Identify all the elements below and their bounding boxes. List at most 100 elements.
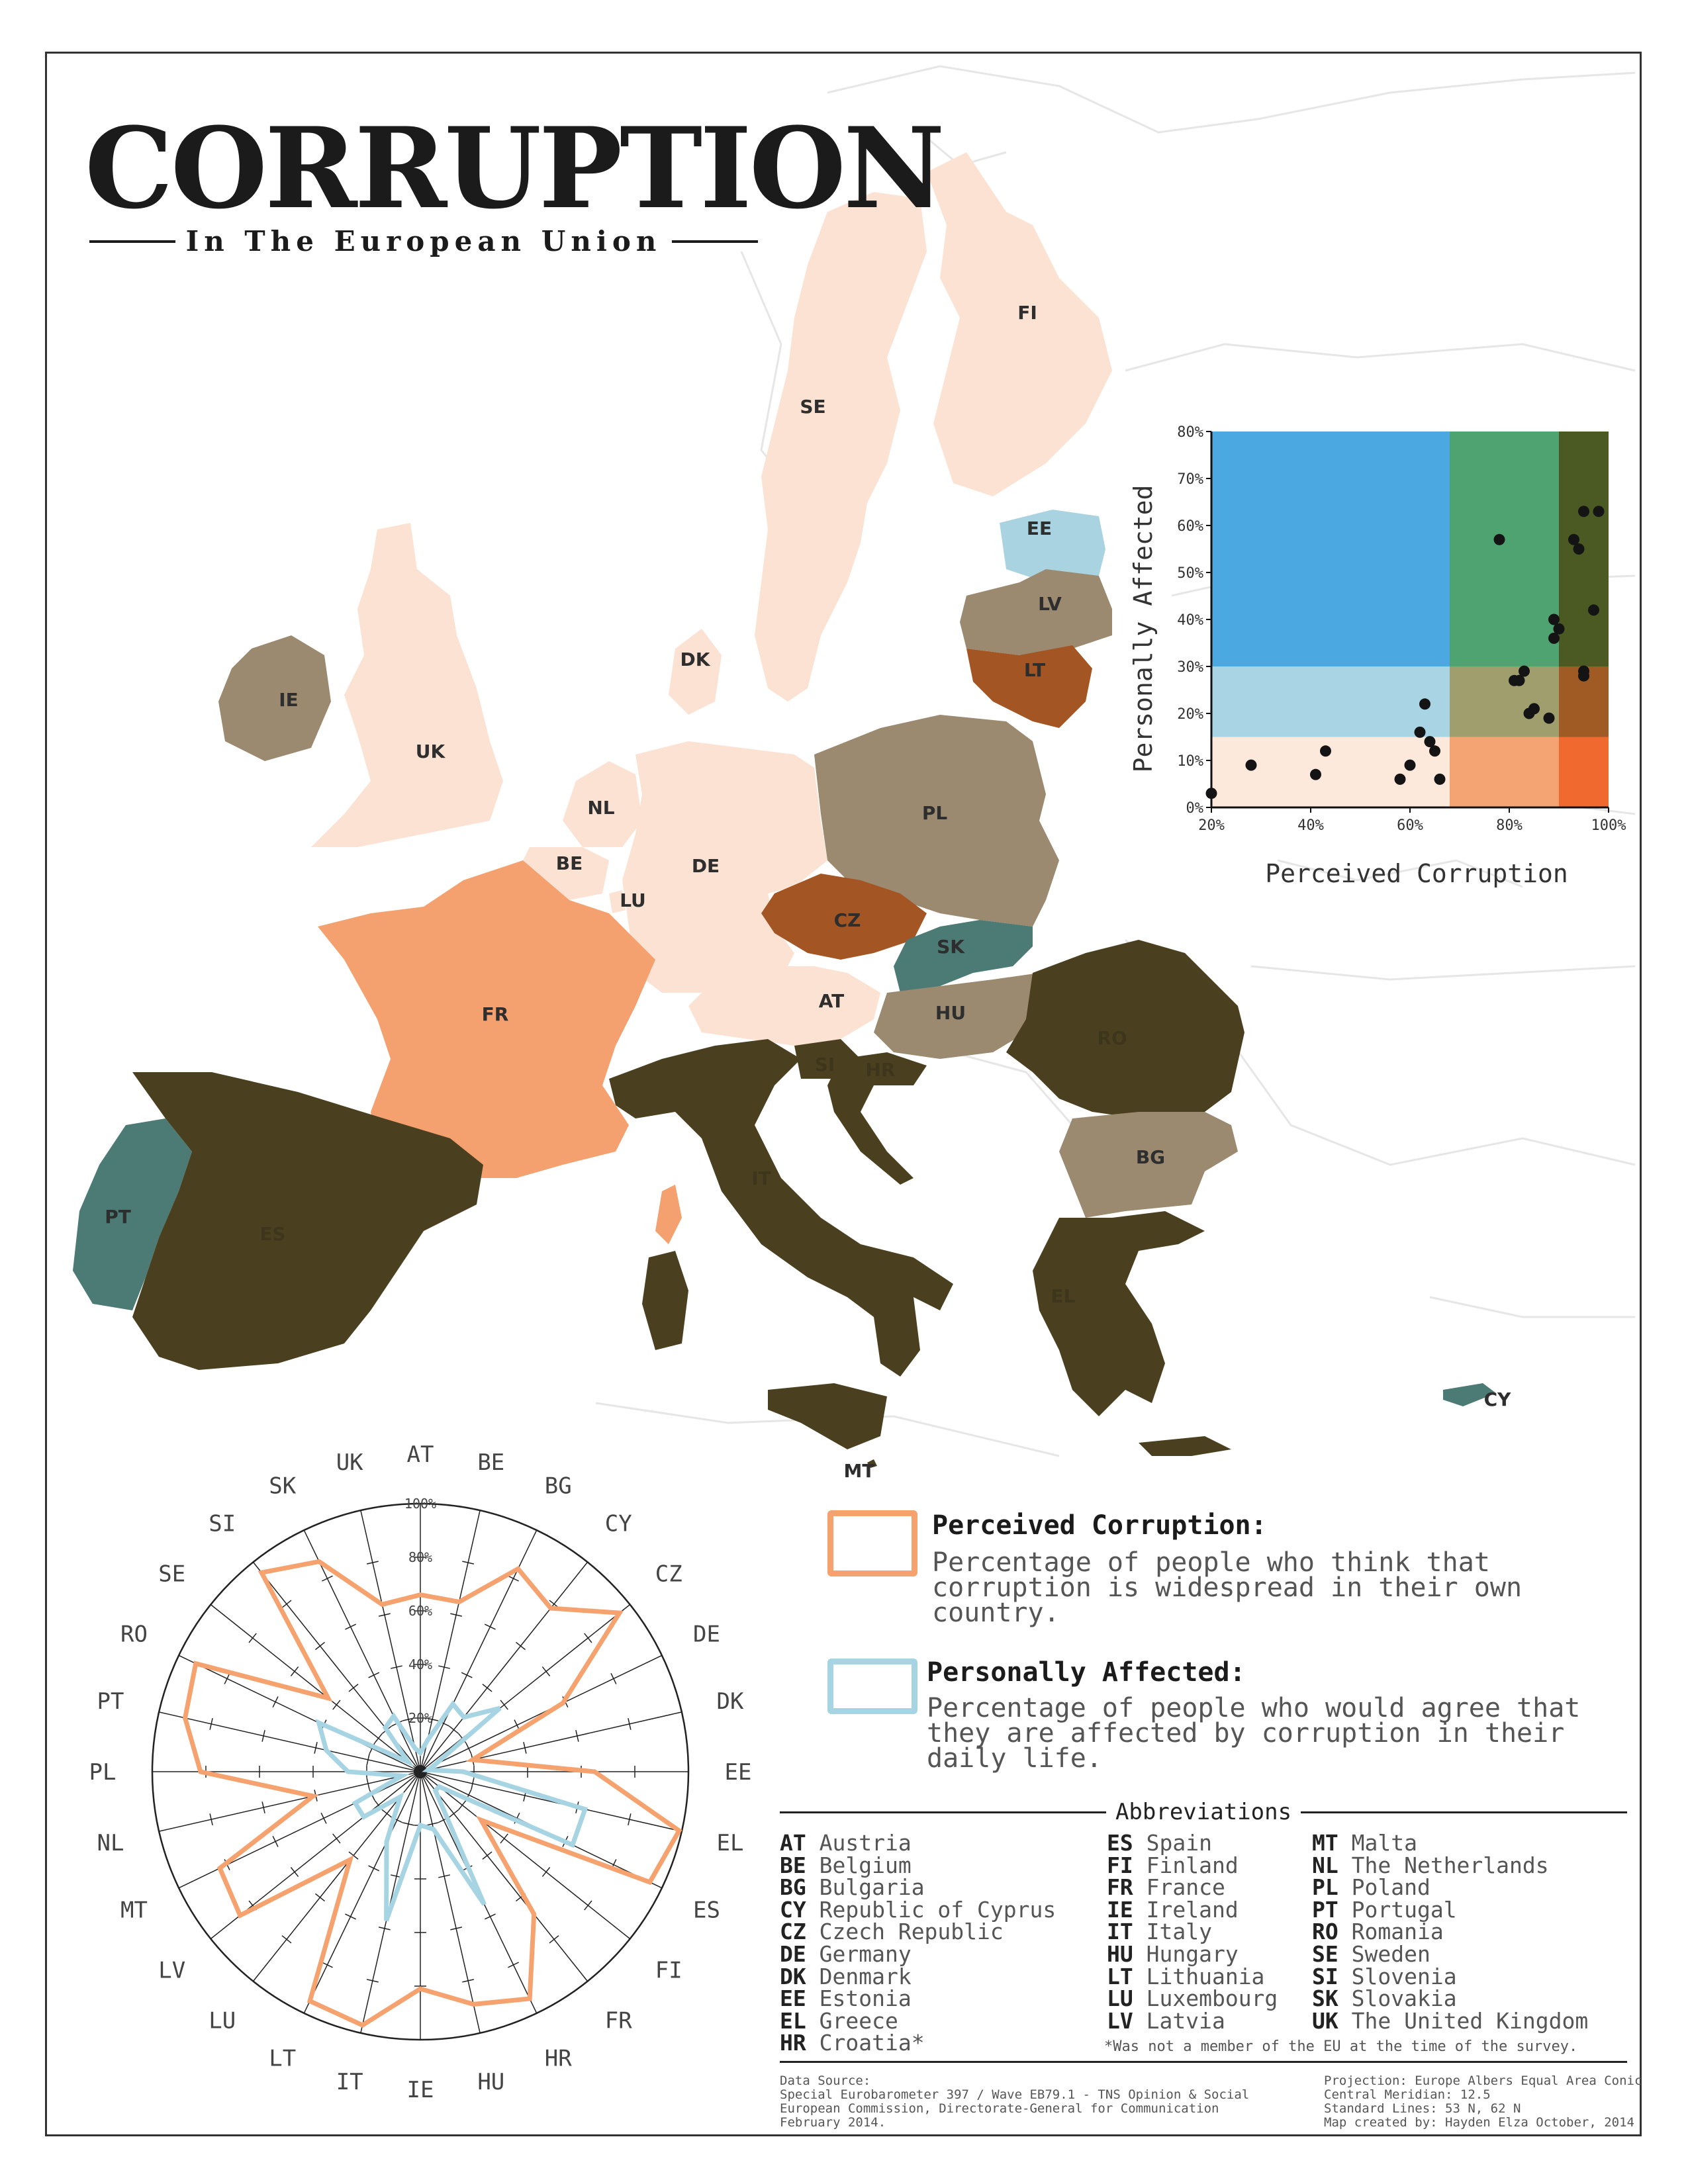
map-label-cz: CZ — [834, 909, 861, 931]
map-label-lv: LV — [1038, 593, 1062, 615]
abbreviation-name: Slovakia — [1338, 1985, 1457, 2012]
country-finland[interactable] — [927, 152, 1112, 496]
country-czechia[interactable] — [761, 874, 927, 960]
radar-tick — [508, 1575, 520, 1582]
abbreviations-column-2: ES Spain FI Finland FR France IE Ireland IT … — [1107, 1832, 1278, 2032]
country-belgium[interactable] — [523, 847, 609, 900]
abbreviation-code: EE — [780, 1985, 806, 2012]
radar-spoke — [360, 1510, 421, 1772]
map-label-fr: FR — [482, 1003, 509, 1025]
radar-tick — [314, 1742, 318, 1754]
country-luxembourg[interactable] — [609, 890, 626, 913]
map-label-de: DE — [692, 855, 720, 877]
abbreviation-name: Republic of Cyprus — [806, 1896, 1056, 1923]
country-cyprus[interactable] — [1443, 1383, 1496, 1406]
country-bulgaria[interactable] — [1059, 1112, 1238, 1218]
map-label-ro: RO — [1097, 1027, 1127, 1049]
radar-tick — [224, 1672, 230, 1684]
country-france[interactable] — [318, 860, 655, 1178]
abbreviation-name: Belgium — [806, 1852, 912, 1878]
scatter-ytick-label: 40% — [1177, 612, 1203, 629]
scatter-point — [1548, 614, 1560, 625]
abbreviations-heading-row: Abbreviations — [780, 1799, 1628, 1825]
radar-tick — [366, 1754, 370, 1766]
radar-tick — [209, 1717, 213, 1730]
country-crete[interactable] — [1139, 1436, 1231, 1456]
scatter-axes: 0% 10% 20% 30% 40% 50% 60% 70% 80% 20% 40% 60% 80% 10… — [1177, 424, 1626, 834]
subtitle-row: In The European Union — [89, 225, 759, 257]
radar-tick — [516, 1641, 526, 1651]
country-malta[interactable] — [867, 1459, 877, 1468]
country-romania[interactable] — [1006, 940, 1244, 1118]
radar-tick — [402, 1822, 414, 1826]
map-label-uk: UK — [416, 741, 446, 762]
radar-label-de: DE — [693, 1621, 720, 1648]
scatter-point — [1588, 604, 1599, 616]
abbreviation-code: MT — [1312, 1830, 1338, 1856]
abbreviation-name: Austria — [806, 1830, 912, 1856]
scatter-ytick-label: 60% — [1177, 518, 1203, 535]
abbreviation-name: Sweden — [1338, 1940, 1430, 1967]
radar-spoke — [420, 1771, 481, 2034]
data-source: Data Source: Special Eurobarometer 397 /… — [780, 2073, 1250, 2130]
radar-label-hr: HR — [545, 2045, 572, 2071]
abbreviation-name: Denmark — [806, 1963, 912, 1989]
abbreviation-name: Latvia — [1133, 2007, 1225, 2034]
radar-tick — [366, 1561, 379, 1565]
legend-swatch-affected — [827, 1659, 917, 1714]
country-austria[interactable] — [688, 966, 880, 1046]
radar-label-it: IT — [336, 2069, 363, 2095]
abbreviation-row: DE Germany — [780, 1943, 1056, 1966]
country-italy[interactable] — [609, 1039, 953, 1377]
country-poland[interactable] — [814, 715, 1059, 927]
abbreviation-code: ES — [1107, 1830, 1133, 1856]
country-portugal[interactable] — [73, 1118, 192, 1310]
abbreviation-row: BG Bulgaria — [780, 1876, 1056, 1899]
country-uk[interactable] — [311, 523, 503, 847]
country-spain[interactable] — [132, 1072, 483, 1370]
radar-tick — [438, 1874, 450, 1878]
radar-tick — [368, 1672, 380, 1678]
radar-tick — [610, 1672, 617, 1684]
abbreviation-row: BE Belgium — [780, 1854, 1056, 1877]
country-hungary[interactable] — [874, 973, 1046, 1059]
map-label-ee: EE — [1027, 518, 1052, 539]
radar-label-lv: LV — [158, 1957, 185, 1983]
abbreviation-code: LU — [1107, 1985, 1133, 2012]
scatter-quadrants — [1211, 432, 1609, 807]
radar-label-at: AT — [407, 1441, 434, 1468]
radar-tick — [450, 1613, 463, 1617]
country-greece[interactable] — [1033, 1211, 1205, 1416]
country-corsica[interactable] — [655, 1185, 682, 1244]
radar-tick — [314, 1641, 325, 1651]
radar-tick — [549, 1935, 559, 1944]
abbreviation-code: IT — [1107, 1919, 1133, 1945]
country-germany[interactable] — [622, 741, 827, 993]
country-slovakia[interactable] — [894, 920, 1033, 993]
abbreviation-row: ES Spain — [1107, 1832, 1278, 1854]
map-label-pl: PL — [922, 802, 948, 824]
radar-tick — [461, 1672, 473, 1678]
country-denmark[interactable] — [669, 629, 722, 715]
radar-chart: 20% 40% 60% 80% 100% AT BE BG CY CZ DE DK EE EL ES FI F… — [89, 1441, 752, 2103]
country-estonia[interactable] — [1000, 510, 1105, 582]
abbreviation-name: Slovenia — [1338, 1963, 1457, 1989]
radar-label-mt: MT — [120, 1897, 148, 1923]
country-ireland[interactable] — [218, 635, 331, 761]
country-sardinia[interactable] — [642, 1251, 688, 1350]
country-sweden[interactable] — [755, 192, 927, 702]
radar-spoke — [420, 1510, 481, 1772]
country-sicily[interactable] — [768, 1383, 887, 1449]
country-lithuania[interactable] — [966, 645, 1092, 728]
radar-ring-label: 80% — [408, 1549, 432, 1565]
country-netherlands[interactable] — [563, 761, 642, 847]
radar-tick — [465, 1743, 472, 1754]
country-croatia[interactable] — [827, 1052, 927, 1185]
map-label-bg: BG — [1136, 1146, 1165, 1168]
radar-tick — [368, 1865, 380, 1872]
abbreviation-name: Czech Republic — [806, 1919, 1004, 1945]
country-latvia[interactable] — [960, 569, 1112, 655]
radar-label-pl: PL — [89, 1759, 117, 1786]
scatter-zone-0-0 — [1211, 737, 1450, 807]
